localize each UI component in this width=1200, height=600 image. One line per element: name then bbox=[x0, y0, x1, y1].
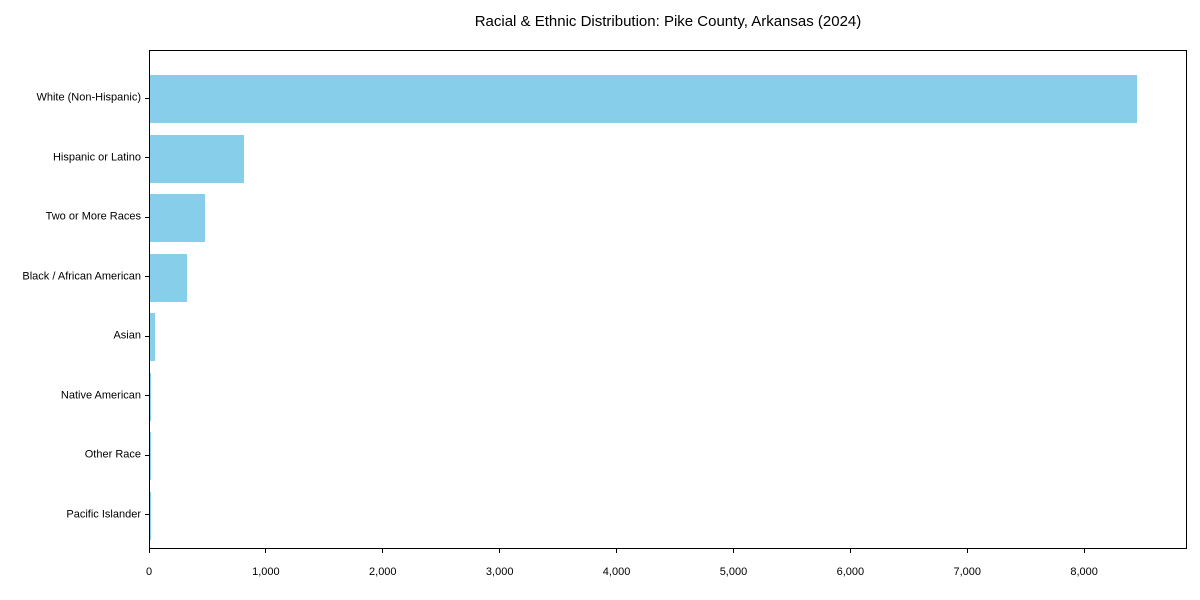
x-axis-label: 2,000 bbox=[369, 566, 397, 578]
x-tick-mark bbox=[499, 549, 501, 553]
y-tick-mark bbox=[145, 335, 149, 337]
y-axis-label: Two or More Races bbox=[45, 210, 141, 223]
y-tick-mark bbox=[145, 395, 149, 397]
bar-hispanic-or-latino bbox=[150, 134, 244, 183]
x-tick-mark bbox=[265, 549, 267, 553]
x-axis-label: 1,000 bbox=[252, 566, 280, 578]
y-axis-label: Native American bbox=[60, 389, 141, 402]
x-tick-mark bbox=[849, 549, 851, 553]
x-axis-label: 4,000 bbox=[602, 566, 631, 578]
x-axis-label: 8,000 bbox=[1070, 566, 1098, 578]
x-axis-label: 6,000 bbox=[836, 566, 865, 578]
y-axis-label: Pacific Islander bbox=[66, 508, 141, 521]
bar-white-non-hispanic bbox=[150, 75, 1137, 123]
y-tick-mark bbox=[145, 157, 149, 159]
bar-two-or-more-races bbox=[150, 194, 205, 243]
y-axis-label: Black / African American bbox=[22, 270, 141, 283]
x-tick-mark bbox=[1083, 549, 1085, 553]
bar-native-american bbox=[150, 372, 152, 421]
y-axis-label: Other Race bbox=[84, 448, 141, 461]
x-tick-mark bbox=[966, 549, 968, 553]
bar-asian bbox=[150, 313, 156, 362]
y-tick-mark bbox=[145, 514, 149, 516]
x-axis-label: 0 bbox=[145, 566, 153, 578]
x-tick-mark bbox=[616, 549, 618, 553]
x-tick-mark bbox=[732, 549, 734, 553]
x-tick-mark bbox=[382, 549, 384, 553]
y-tick-mark bbox=[145, 276, 149, 278]
y-tick-mark bbox=[145, 97, 149, 99]
plot-area bbox=[149, 50, 1187, 549]
x-axis-label: 3,000 bbox=[485, 566, 514, 578]
chart-title: Racial & Ethnic Distribution: Pike Count… bbox=[474, 13, 862, 30]
y-tick-mark bbox=[145, 216, 149, 218]
x-tick-mark bbox=[148, 549, 150, 553]
y-axis-label: White (Non-Hispanic) bbox=[36, 91, 141, 104]
x-axis-label: 7,000 bbox=[953, 566, 981, 578]
y-axis-label: Hispanic or Latino bbox=[52, 151, 141, 164]
x-axis-label: 5,000 bbox=[719, 566, 748, 578]
y-axis-label: Asian bbox=[113, 329, 141, 342]
y-tick-mark bbox=[145, 454, 149, 456]
bar-black-african-american bbox=[150, 253, 187, 302]
